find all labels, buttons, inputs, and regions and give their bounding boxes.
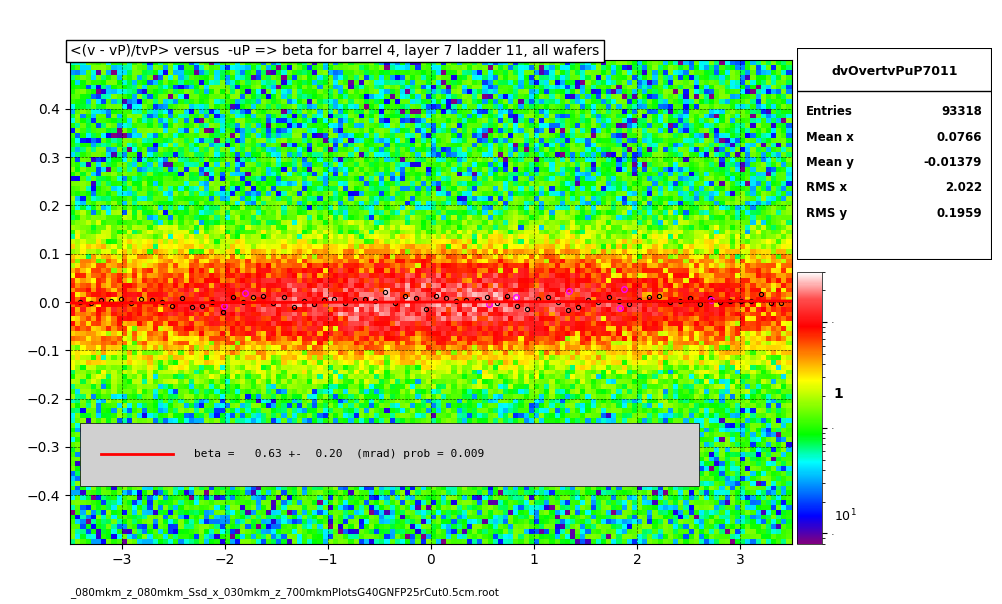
Text: 1: 1	[834, 387, 844, 401]
Text: 2.022: 2.022	[945, 181, 982, 194]
Text: RMS x: RMS x	[807, 181, 848, 194]
Text: beta =   0.63 +-  0.20  (mrad) prob = 0.009: beta = 0.63 +- 0.20 (mrad) prob = 0.009	[193, 449, 484, 459]
Text: 93318: 93318	[941, 105, 982, 118]
Text: Entries: Entries	[807, 105, 854, 118]
Text: 0.1959: 0.1959	[937, 207, 982, 220]
Text: dvOvertvPuP7011: dvOvertvPuP7011	[831, 65, 958, 79]
Text: RMS y: RMS y	[807, 207, 848, 220]
Text: Mean y: Mean y	[807, 156, 855, 169]
Text: $10^1$: $10^1$	[834, 508, 857, 525]
Text: <(v - vP)/tvP> versus  -uP => beta for barrel 4, layer 7 ladder 11, all wafers: <(v - vP)/tvP> versus -uP => beta for ba…	[70, 44, 599, 58]
Text: -0.01379: -0.01379	[924, 156, 982, 169]
Text: 0.0766: 0.0766	[937, 130, 982, 144]
Text: Mean x: Mean x	[807, 130, 855, 144]
Bar	[80, 423, 698, 486]
Text: _080mkm_z_080mkm_Ssd_x_030mkm_z_700mkmPlotsG40GNFP25rCut0.5cm.root: _080mkm_z_080mkm_Ssd_x_030mkm_z_700mkmPl…	[70, 587, 499, 598]
